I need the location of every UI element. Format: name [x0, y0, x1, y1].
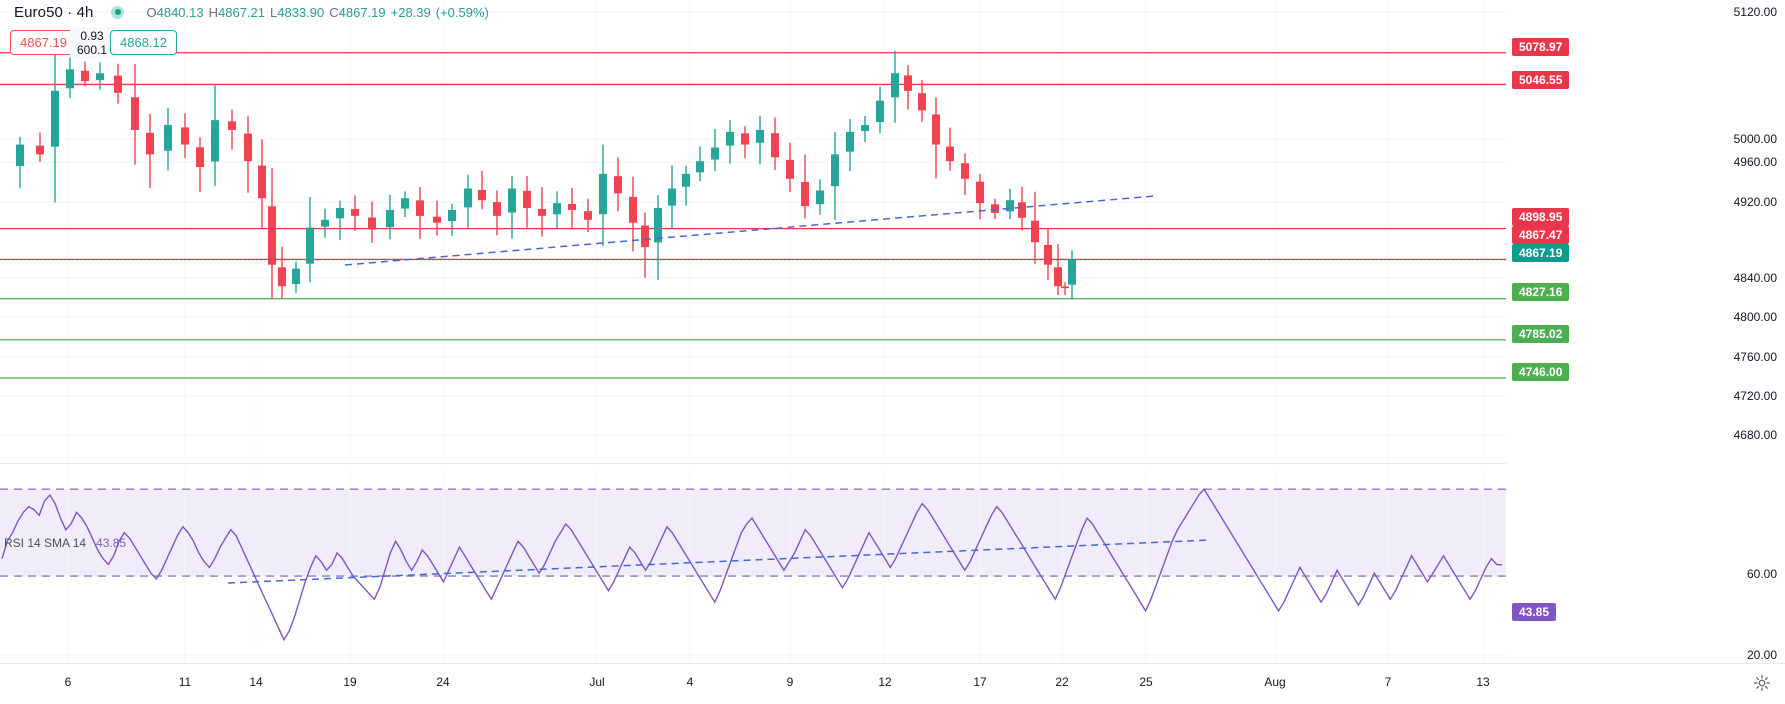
- time-axis-label: 14: [249, 675, 263, 689]
- rsi-band: [0, 489, 1506, 577]
- ohlc-open-key: O: [146, 4, 157, 20]
- price-level-badge[interactable]: 4867.47: [1512, 226, 1570, 244]
- rsi-gridlines: [0, 466, 1506, 663]
- ohlc-close-value: 4867.19: [338, 4, 386, 20]
- rsi-chart-svg: [0, 466, 1506, 663]
- price-axis-tick: 4840.00: [1733, 271, 1777, 285]
- rsi-legend-name: RSI 14 SMA 14: [4, 536, 87, 550]
- price-chart-svg: [0, 11, 1506, 436]
- ohlc-open-value: 4840.13: [156, 4, 204, 20]
- candlestick-series: [16, 49, 1076, 300]
- rsi-axis-tick: 60.00: [1746, 567, 1777, 581]
- chart-header: Euro50 · 4h O4840.13 H4867.21 L4833.90 C486…: [0, 0, 1785, 24]
- price-level-badge[interactable]: 4746.00: [1512, 363, 1570, 381]
- price-axis-tick: 4680.00: [1733, 428, 1777, 442]
- price-axis-tick: 5000.00: [1733, 132, 1777, 146]
- time-axis-label: 24: [436, 675, 450, 689]
- time-axis-label: 7: [1384, 675, 1392, 689]
- time-axis-label: 25: [1139, 675, 1153, 689]
- time-axis-label: 4: [686, 675, 694, 689]
- ohlc-change-percent: (+0.59%): [435, 4, 489, 20]
- price-axis-tick: 4960.00: [1733, 155, 1777, 169]
- ohlc-close-key: C: [329, 4, 339, 20]
- time-axis-label: 11: [178, 675, 192, 689]
- rsi-pane[interactable]: [0, 466, 1506, 663]
- price-axis-tick: 4720.00: [1733, 389, 1777, 403]
- ohlc-low-value: 4833.90: [277, 4, 325, 20]
- ohlc-change: +28.39: [390, 4, 431, 20]
- gear-icon[interactable]: [1753, 674, 1771, 692]
- price-level-badge[interactable]: 4785.02: [1512, 325, 1570, 343]
- price-level-badge[interactable]: 4898.95: [1512, 208, 1570, 226]
- time-axis-label: 6: [64, 675, 72, 689]
- time-axis-label: 22: [1055, 675, 1069, 689]
- left-info-badge[interactable]: 0.93 600.1: [70, 27, 115, 59]
- price-axis-tick: 4800.00: [1733, 310, 1777, 324]
- price-pane[interactable]: [0, 0, 1506, 462]
- ohlc-high-key: H: [208, 4, 218, 20]
- ohlc-readout: O4840.13 H4867.21 L4833.90 C4867.19 +28.39 (+…: [146, 5, 488, 20]
- rsi-axis-tick: 20.00: [1746, 648, 1777, 662]
- time-axis-label: 17: [973, 675, 987, 689]
- left-info-top: 0.93: [80, 29, 104, 43]
- left-info-bottom: 600.1: [77, 43, 108, 57]
- price-level-badge[interactable]: 5046.55: [1512, 71, 1570, 89]
- rsi-legend[interactable]: RSI 14 SMA 14 43.85: [4, 536, 126, 550]
- left-price-badge-teal[interactable]: 4868.12: [110, 30, 177, 55]
- time-axis-label: Jul: [589, 675, 605, 689]
- rsi-trendline: [227, 539, 1211, 584]
- time-axis-label: 13: [1476, 675, 1490, 689]
- circle-dot-icon: [111, 5, 125, 19]
- price-axis-tick: 4920.00: [1733, 195, 1777, 209]
- symbol-title[interactable]: Euro50 · 4h: [14, 3, 94, 21]
- pane-divider: [0, 463, 1506, 464]
- price-axis-tick: 4760.00: [1733, 350, 1777, 364]
- price-level-badge[interactable]: 4867.19: [1512, 244, 1570, 262]
- ohlc-high-value: 4867.21: [218, 4, 265, 20]
- ohlc-low-key: L: [270, 4, 278, 20]
- rsi-line: [1, 488, 1503, 642]
- time-axis-label: 9: [786, 675, 794, 689]
- rsi-value-badge[interactable]: 43.85: [1512, 603, 1557, 621]
- rsi-legend-value: 43.85: [96, 536, 127, 550]
- time-axis-label: Aug: [1264, 675, 1286, 689]
- time-axis-label: 12: [878, 675, 892, 689]
- price-axis-tick: 5120.00: [1733, 5, 1777, 19]
- price-axis[interactable]: 5120.00 5000.00 4960.00 4920.00 4840.00 4800.…: [1506, 0, 1785, 663]
- price-level-lines: [0, 52, 1506, 379]
- time-axis[interactable]: 6 11 14 19 24 Jul 4 9 12 17 22 25 Aug 7 13: [0, 663, 1785, 704]
- price-trendline: [344, 195, 1156, 266]
- price-gridlines: [0, 11, 1506, 436]
- time-axis-label: 19: [343, 675, 357, 689]
- left-price-badge-red[interactable]: 4867.19: [10, 30, 77, 55]
- price-level-badge[interactable]: 5078.97: [1512, 38, 1570, 56]
- price-level-badge[interactable]: 4827.16: [1512, 283, 1570, 301]
